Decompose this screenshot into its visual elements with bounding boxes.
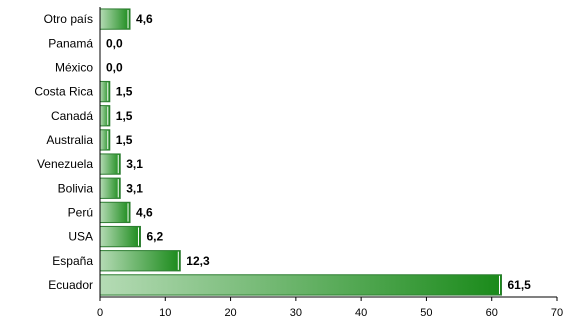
data-label: 12,3	[186, 254, 210, 268]
bar-0	[99, 8, 131, 30]
data-label: 3,1	[126, 181, 143, 195]
data-label: 1,5	[116, 133, 133, 147]
bar-5	[99, 129, 111, 151]
data-label: 6,2	[146, 230, 163, 244]
category-label: Bolivia	[58, 181, 94, 195]
category-label: Otro país	[44, 12, 93, 26]
category-label: Panamá	[48, 36, 93, 50]
data-label: 3,1	[126, 157, 143, 171]
bar-4	[99, 105, 111, 127]
x-tick-label: 50	[420, 307, 432, 319]
bar-11	[99, 274, 503, 296]
data-label: 4,6	[136, 205, 153, 219]
x-tick-label: 0	[97, 307, 103, 319]
data-label: 4,6	[136, 12, 153, 26]
x-tick-label: 10	[159, 307, 171, 319]
bar-8	[99, 201, 131, 224]
category-label: Venezuela	[37, 157, 93, 171]
axes	[99, 7, 557, 298]
category-label: México	[55, 60, 93, 74]
bar-7	[99, 177, 121, 199]
x-tick-label: 60	[486, 307, 498, 319]
data-label: 0,0	[106, 60, 123, 74]
category-labels: Otro país Panamá México Costa Rica Canadá Aus…	[34, 12, 93, 292]
data-label: 0,0	[106, 36, 123, 50]
category-label: Canadá	[51, 109, 93, 123]
bars-group	[99, 8, 503, 296]
data-label: 61,5	[508, 278, 532, 292]
x-tick-label: 70	[551, 307, 563, 319]
category-label: Perú	[68, 205, 93, 219]
bar-10	[99, 250, 181, 272]
x-tick-label: 30	[290, 307, 302, 319]
bar-9	[99, 225, 141, 248]
category-label: Ecuador	[48, 278, 93, 292]
category-label: USA	[68, 230, 93, 244]
category-label: Australia	[46, 133, 93, 147]
data-label: 1,5	[116, 109, 133, 123]
x-axis-ticks: 0 10 20 30 40 50 60 70	[97, 297, 563, 319]
category-label: Costa Rica	[34, 85, 93, 99]
x-tick-label: 20	[224, 307, 236, 319]
category-label: España	[52, 254, 93, 268]
bar-3	[99, 80, 111, 103]
bar-6	[99, 153, 121, 175]
x-tick-label: 40	[355, 307, 367, 319]
data-label: 1,5	[116, 85, 133, 99]
data-labels: 4,6 0,0 0,0 1,5 1,5 1,5 3,1 3,1 4,6 6,2 12,3 61,5	[106, 12, 531, 292]
